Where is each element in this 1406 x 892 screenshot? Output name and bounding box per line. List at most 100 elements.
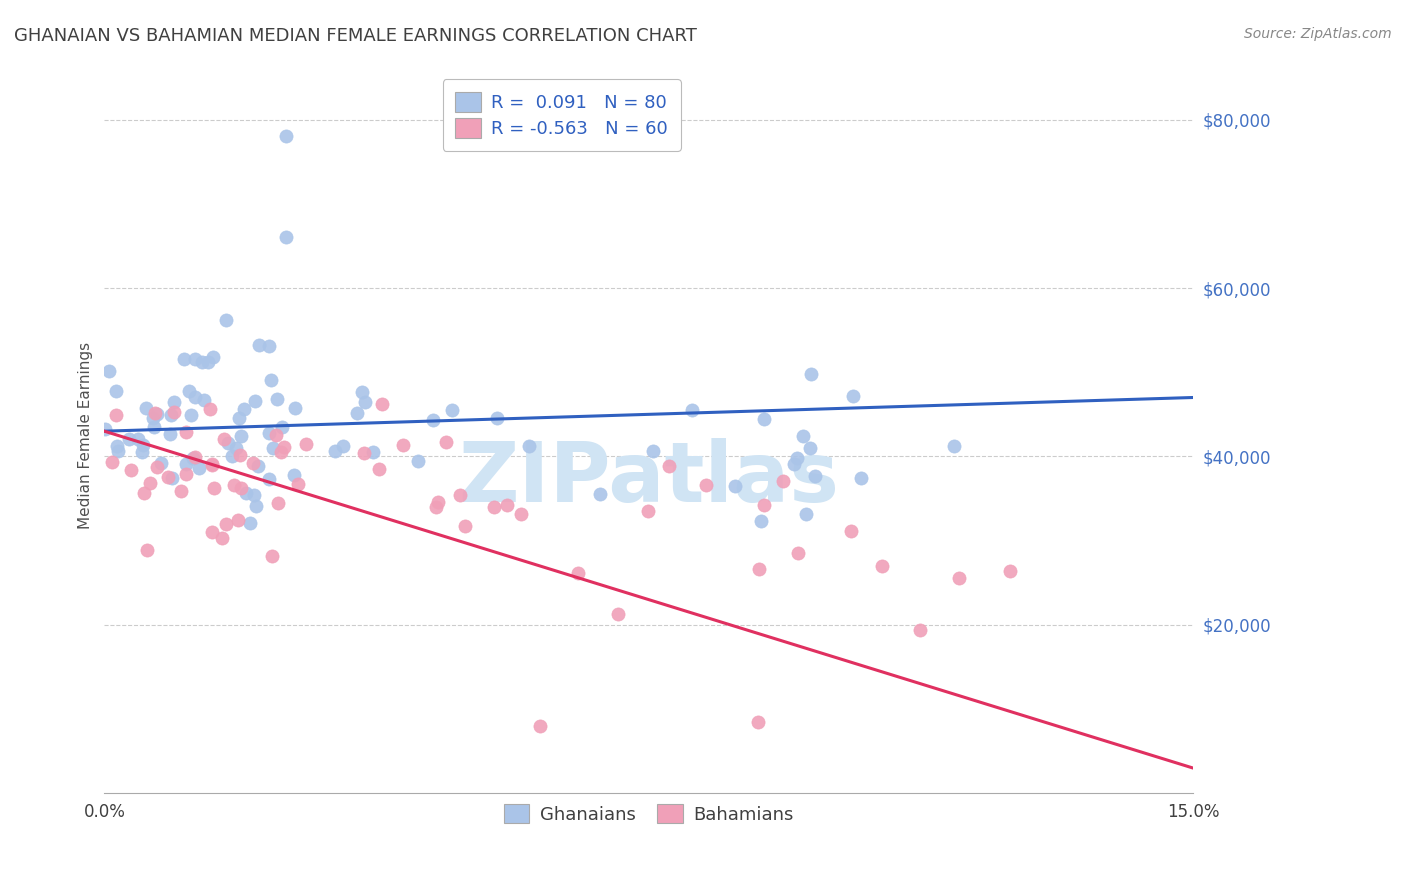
- Point: [529, 719, 551, 733]
- Point: [243, 488, 266, 502]
- Point: [589, 486, 612, 500]
- Point: [107, 439, 129, 453]
- Point: [142, 411, 165, 425]
- Point: [107, 443, 129, 458]
- Point: [517, 439, 540, 453]
- Point: [273, 440, 295, 454]
- Point: [354, 395, 377, 409]
- Point: [180, 409, 202, 423]
- Point: [100, 455, 122, 469]
- Point: [184, 450, 207, 464]
- Point: [607, 607, 630, 621]
- Point: [350, 384, 373, 399]
- Point: [202, 350, 225, 364]
- Point: [245, 499, 267, 513]
- Point: [422, 413, 444, 427]
- Point: [749, 514, 772, 528]
- Legend: Ghanaians, Bahamians: Ghanaians, Bahamians: [494, 793, 804, 834]
- Point: [274, 230, 297, 244]
- Text: ZIPatlas: ZIPatlas: [458, 438, 839, 519]
- Point: [135, 401, 157, 415]
- Point: [94, 422, 117, 436]
- Point: [370, 397, 392, 411]
- Point: [908, 623, 931, 637]
- Point: [800, 367, 823, 381]
- Point: [131, 445, 153, 459]
- Point: [201, 524, 224, 539]
- Point: [179, 384, 201, 398]
- Point: [270, 445, 292, 459]
- Point: [391, 437, 413, 451]
- Point: [229, 481, 252, 495]
- Point: [259, 472, 281, 486]
- Point: [274, 129, 297, 144]
- Point: [211, 531, 233, 545]
- Point: [724, 479, 747, 493]
- Point: [184, 351, 207, 366]
- Point: [641, 444, 664, 458]
- Point: [658, 458, 681, 473]
- Y-axis label: Median Female Earnings: Median Female Earnings: [79, 342, 93, 529]
- Point: [198, 401, 221, 416]
- Point: [260, 372, 283, 386]
- Point: [143, 406, 166, 420]
- Point: [637, 504, 659, 518]
- Point: [839, 524, 862, 538]
- Point: [284, 401, 307, 415]
- Point: [104, 408, 127, 422]
- Point: [232, 401, 254, 416]
- Point: [117, 432, 139, 446]
- Point: [264, 428, 287, 442]
- Point: [998, 564, 1021, 578]
- Point: [97, 363, 120, 377]
- Point: [201, 458, 224, 472]
- Point: [215, 516, 238, 531]
- Point: [247, 338, 270, 352]
- Point: [353, 446, 375, 460]
- Point: [183, 450, 205, 465]
- Point: [228, 448, 250, 462]
- Point: [145, 460, 167, 475]
- Point: [567, 566, 589, 580]
- Point: [943, 439, 966, 453]
- Point: [509, 508, 531, 522]
- Point: [163, 404, 186, 418]
- Point: [145, 407, 167, 421]
- Point: [239, 516, 262, 530]
- Point: [201, 458, 224, 472]
- Point: [222, 477, 245, 491]
- Point: [748, 561, 770, 575]
- Point: [162, 394, 184, 409]
- Point: [197, 355, 219, 369]
- Point: [294, 437, 316, 451]
- Point: [160, 471, 183, 485]
- Point: [496, 498, 519, 512]
- Point: [188, 461, 211, 475]
- Point: [193, 392, 215, 407]
- Point: [870, 558, 893, 573]
- Point: [159, 426, 181, 441]
- Point: [120, 463, 142, 477]
- Point: [681, 403, 703, 417]
- Point: [176, 457, 198, 471]
- Point: [270, 420, 292, 434]
- Point: [150, 457, 173, 471]
- Point: [436, 435, 458, 450]
- Point: [143, 420, 166, 434]
- Point: [202, 481, 225, 495]
- Point: [440, 403, 463, 417]
- Point: [346, 406, 368, 420]
- Point: [783, 457, 806, 471]
- Point: [323, 444, 346, 458]
- Point: [257, 339, 280, 353]
- Point: [794, 508, 817, 522]
- Point: [267, 496, 290, 510]
- Point: [266, 392, 288, 406]
- Point: [486, 410, 509, 425]
- Point: [786, 546, 808, 560]
- Point: [132, 438, 155, 452]
- Point: [425, 500, 447, 514]
- Point: [225, 441, 247, 455]
- Point: [948, 571, 970, 585]
- Point: [217, 436, 239, 450]
